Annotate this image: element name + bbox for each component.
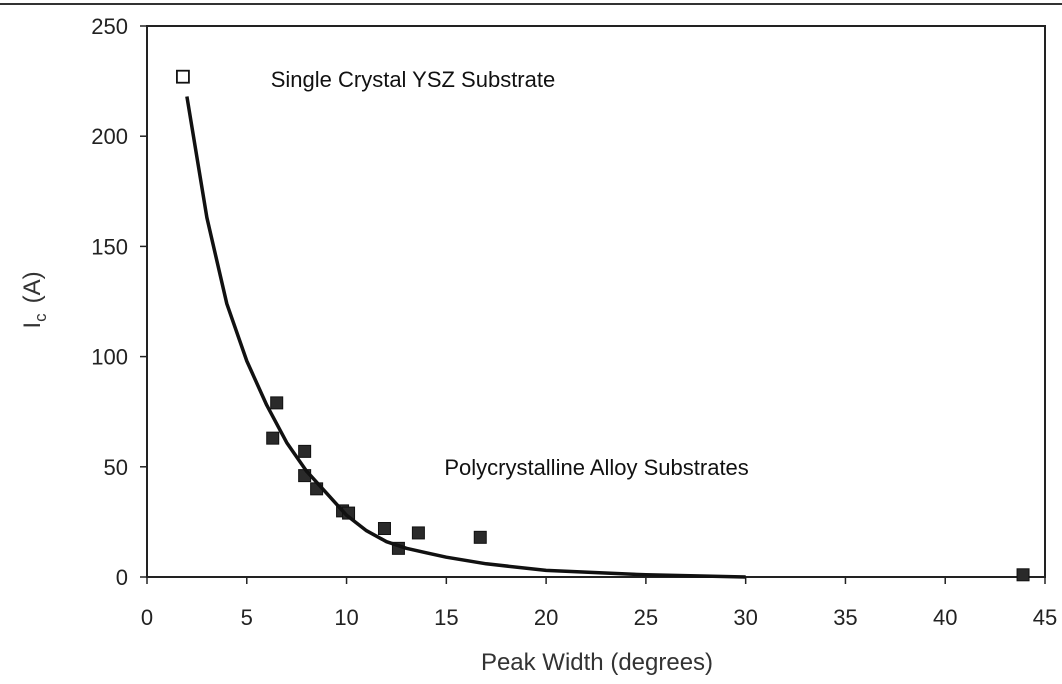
x-tick-label: 25 — [634, 605, 658, 630]
x-axis-ticks: 0 5 10 15 20 25 30 35 40 45 — [141, 577, 1057, 630]
y-tick-label: 150 — [91, 234, 128, 259]
annotations: Single Crystal YSZ Substrate Polycrystall… — [271, 67, 749, 480]
x-tick-label: 45 — [1033, 605, 1057, 630]
x-tick-label: 0 — [141, 605, 153, 630]
data-point-polycrystalline — [1016, 568, 1030, 582]
x-tick-label: 35 — [833, 605, 857, 630]
annotation-label: Polycrystalline Alloy Substrates — [444, 455, 748, 480]
plot-area — [146, 25, 1046, 578]
y-axis-ticks: 0 50 100 150 200 250 — [91, 14, 147, 590]
data-point-polycrystalline — [377, 522, 391, 536]
x-tick-label: 30 — [733, 605, 757, 630]
data-point-polycrystalline — [298, 444, 312, 458]
data-point-single-crystal — [176, 69, 190, 84]
y-axis-title-subscript: c — [31, 313, 50, 322]
y-tick-label: 250 — [91, 14, 128, 39]
y-tick-label: 50 — [104, 455, 128, 480]
y-axis-title: Ic (A) — [19, 271, 50, 328]
x-tick-label: 40 — [933, 605, 957, 630]
y-tick-label: 0 — [116, 565, 128, 590]
x-tick-label: 20 — [534, 605, 558, 630]
x-tick-label: 15 — [434, 605, 458, 630]
fit-curve — [185, 96, 746, 579]
data-point-polycrystalline — [266, 431, 280, 445]
x-tick-label: 5 — [241, 605, 253, 630]
data-marks — [176, 69, 1030, 582]
y-tick-label: 100 — [91, 345, 128, 370]
data-point-polycrystalline — [270, 396, 284, 410]
data-point-polycrystalline — [473, 530, 487, 544]
y-tick-label: 200 — [91, 124, 128, 149]
data-point-polycrystalline — [411, 526, 425, 540]
x-tick-label: 10 — [334, 605, 358, 630]
y-axis-title-main: I — [19, 322, 46, 329]
x-axis-title: Peak Width (degrees) — [481, 649, 713, 676]
annotation-label: Single Crystal YSZ Substrate — [271, 67, 556, 92]
y-axis-title-unit: (A) — [19, 271, 46, 303]
